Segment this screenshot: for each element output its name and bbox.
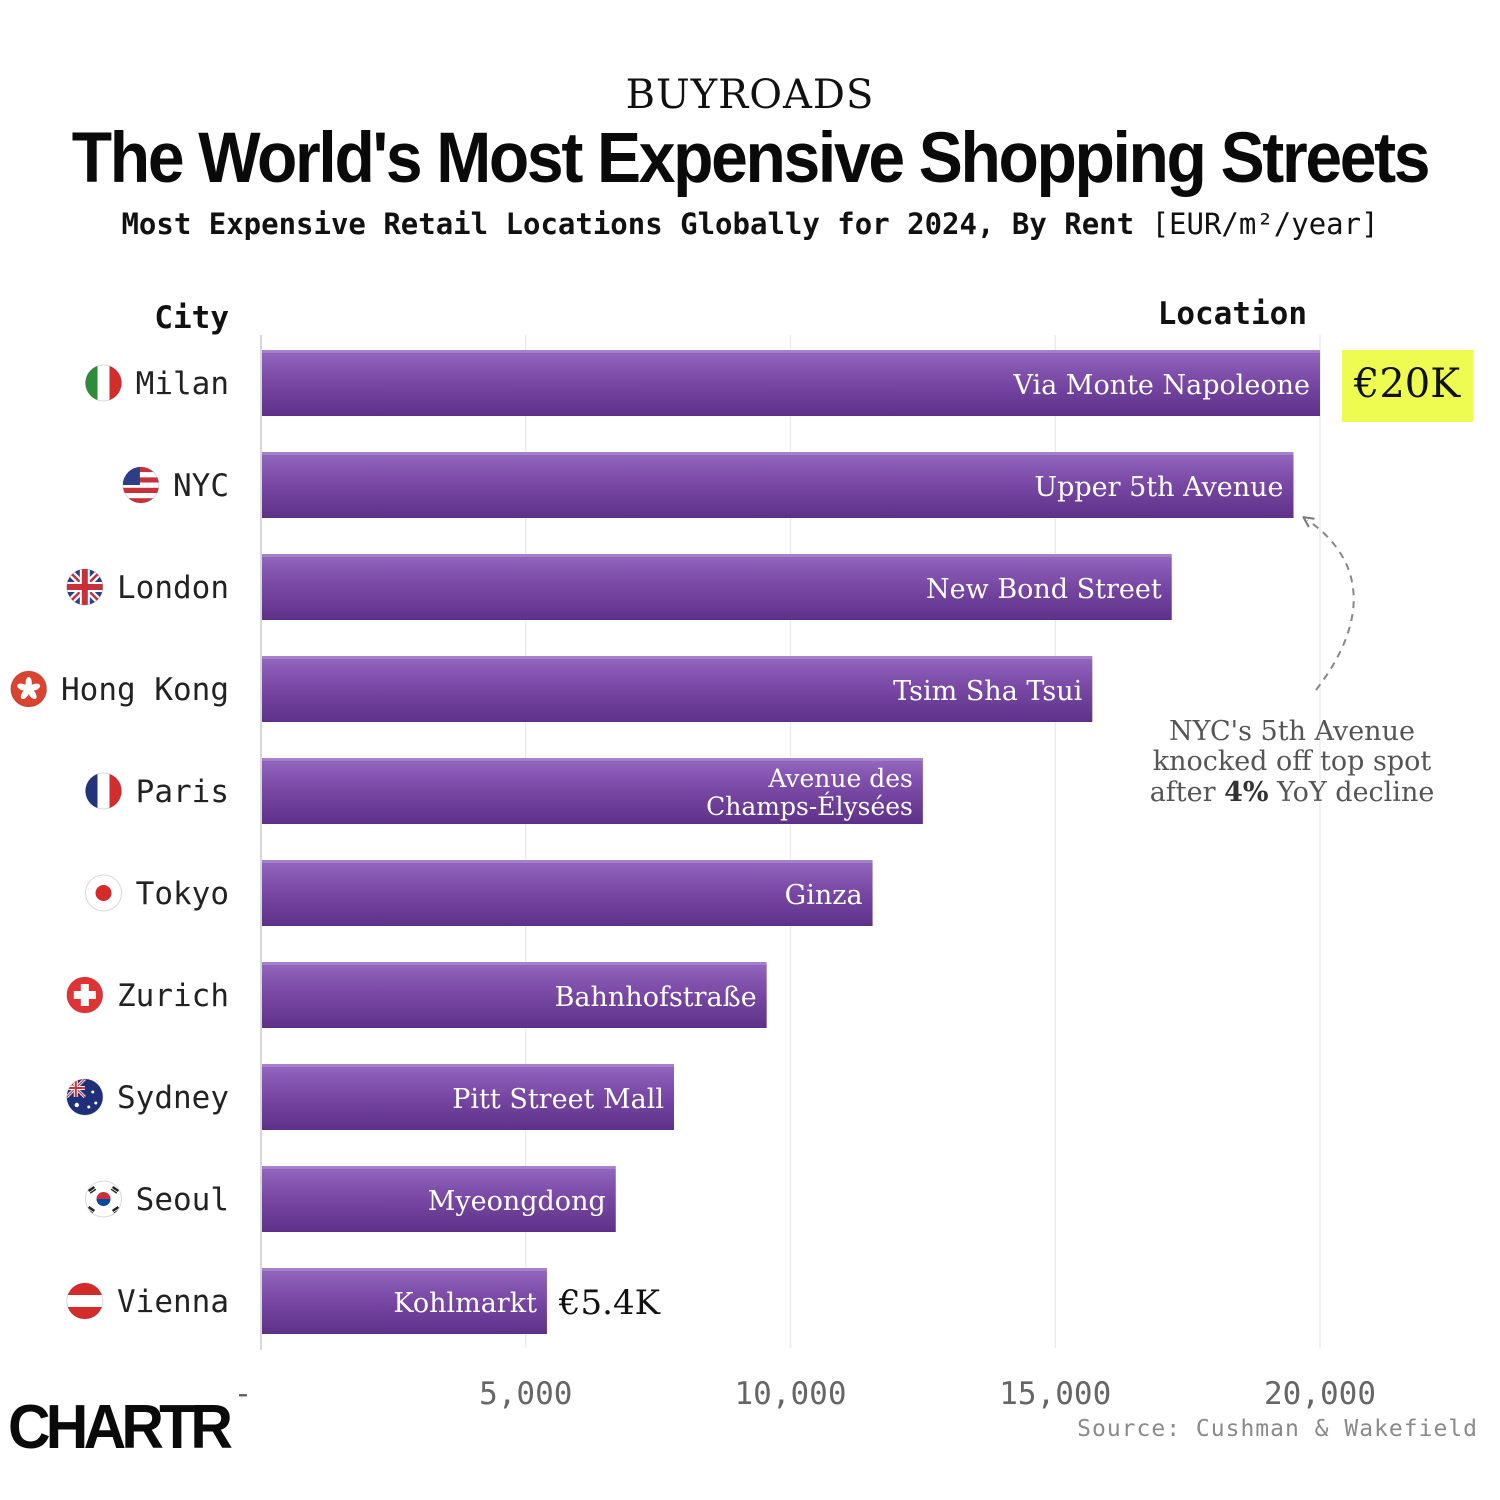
location-header: Location <box>1158 296 1307 332</box>
italy-flag-icon <box>85 364 122 402</box>
annotation-arrow <box>1308 520 1355 691</box>
bar-highlight <box>261 758 923 761</box>
austria-flag-icon <box>66 1282 104 1320</box>
city-label: Tokyo <box>136 876 229 912</box>
location-label: Myeongdong <box>428 1186 606 1217</box>
bar-hong-kong <box>261 656 1093 722</box>
city-label: Paris <box>136 774 229 810</box>
bar-milan <box>261 350 1320 416</box>
bar-sydney <box>261 1064 675 1130</box>
bar-highlight <box>261 860 873 863</box>
annotation-line: knocked off top spot <box>1153 746 1432 777</box>
location-label: New Bond Street <box>926 574 1162 605</box>
bar-paris <box>261 758 923 824</box>
usa-flag-icon <box>122 466 160 504</box>
x-tick-label: 5,000 <box>479 1376 572 1412</box>
switzerland-flag-icon <box>66 976 104 1014</box>
city-label: London <box>117 570 229 606</box>
city-label: Vienna <box>117 1284 229 1320</box>
location-label: Ginza <box>785 880 863 911</box>
bar-highlight <box>261 452 1294 455</box>
bar-highlight <box>261 554 1172 557</box>
location-label: Bahnhofstraße <box>555 982 757 1013</box>
location-label: Via Monte Napoleone <box>1012 370 1310 401</box>
france-flag-icon <box>85 772 122 810</box>
city-label: Seoul <box>136 1182 229 1218</box>
hong-kong-flag-icon <box>10 670 48 708</box>
bar-zurich <box>261 962 767 1028</box>
bar-highlight <box>261 350 1320 353</box>
x-tick-label: 20,000 <box>1264 1376 1376 1412</box>
annotation-line: after 4% YoY decline <box>1150 777 1435 808</box>
bar-tokyo <box>261 860 873 926</box>
bar-highlight <box>261 1166 616 1169</box>
location-label: Upper 5th Avenue <box>1034 472 1283 503</box>
uk-flag-icon <box>66 568 104 606</box>
publisher-eyebrow: BUYROADS <box>625 72 875 118</box>
brand-logo: CHARTR <box>8 1393 233 1462</box>
location-label: Pitt Street Mall <box>452 1084 664 1115</box>
x-tick-label: 15,000 <box>999 1376 1111 1412</box>
city-header: City <box>154 300 229 336</box>
bar-vienna <box>261 1268 547 1334</box>
australia-flag-icon <box>66 1078 104 1116</box>
x-tick-label: - <box>234 1376 253 1412</box>
subtitle-unit: [EUR/m²/year] <box>1151 207 1379 241</box>
location-label: Champs-Élysées <box>706 792 913 821</box>
source-note: Source: Cushman & Wakefield <box>1077 1416 1478 1442</box>
chart-subtitle: Most Expensive Retail Locations Globally… <box>0 207 1500 241</box>
location-label: Tsim Sha Tsui <box>893 676 1083 707</box>
location-label: Avenue des <box>767 764 913 793</box>
city-label: Zurich <box>117 978 229 1014</box>
annotation-text: YoY decline <box>1269 777 1435 808</box>
annotation-highlight: 4% <box>1224 777 1268 808</box>
bottom-value-callout: €5.4K <box>558 1283 661 1323</box>
bar-seoul <box>261 1166 616 1232</box>
x-tick-label: 10,000 <box>735 1376 847 1412</box>
location-label: Kohlmarkt <box>393 1288 537 1319</box>
top-value-highlight <box>1342 350 1473 422</box>
top-value-callout: €20K <box>1353 361 1461 407</box>
city-label: NYC <box>173 468 229 504</box>
bar-highlight <box>261 962 767 965</box>
city-label: Milan <box>136 366 229 402</box>
chart-title: The World's Most Expensive Shopping Stre… <box>71 119 1431 198</box>
bar-london <box>261 554 1172 620</box>
bar-highlight <box>261 656 1093 659</box>
city-label: Sydney <box>117 1080 229 1116</box>
bar-highlight <box>261 1064 675 1067</box>
subtitle-main: Most Expensive Retail Locations Globally… <box>121 207 1135 241</box>
city-label: Hong Kong <box>61 672 229 708</box>
bar-highlight <box>261 1268 547 1271</box>
annotation-line: NYC's 5th Avenue <box>1169 716 1415 747</box>
bar-nyc <box>261 452 1294 518</box>
japan-flag-icon <box>85 874 122 912</box>
annotation-text: after <box>1150 777 1224 808</box>
south-korea-flag-icon <box>85 1180 122 1218</box>
